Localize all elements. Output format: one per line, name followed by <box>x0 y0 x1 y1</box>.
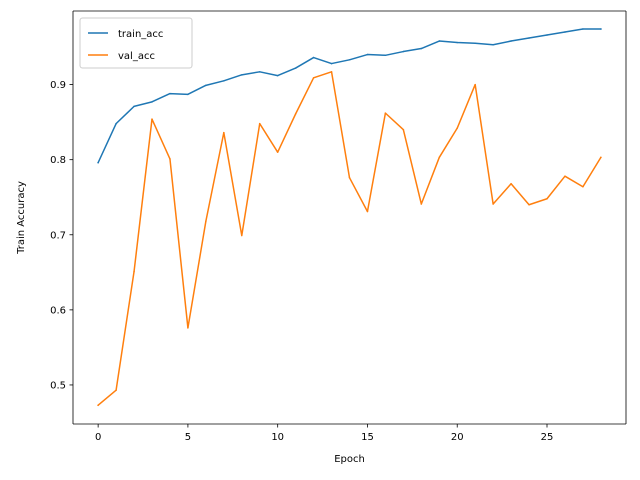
legend: train_acc val_acc <box>79 17 193 69</box>
data-point-val_acc <box>312 77 315 79</box>
data-point-train_acc <box>169 92 171 95</box>
data-point-val_acc <box>474 83 476 86</box>
x-axis-label: Epoch <box>334 454 365 465</box>
data-point-train_acc <box>456 41 458 44</box>
data-point-train_acc <box>151 101 153 103</box>
data-point-train_acc <box>474 42 476 45</box>
data-point-train_acc <box>312 56 315 59</box>
data-point-train_acc <box>276 74 279 77</box>
data-point-train_acc <box>600 28 602 30</box>
x-tick-label: 25 <box>541 432 554 443</box>
data-point-val_acc <box>366 210 369 213</box>
data-point-val_acc <box>294 113 297 115</box>
data-point-train_acc <box>510 40 512 42</box>
data-point-val_acc <box>276 151 279 153</box>
data-point-train_acc <box>294 67 297 69</box>
data-point-val_acc <box>438 156 441 159</box>
data-point-train_acc <box>133 105 135 108</box>
data-point-val_acc <box>205 220 207 223</box>
data-point-val_acc <box>510 182 512 185</box>
x-tick-label: 0 <box>95 432 101 443</box>
legend-label-train_acc: train_acc <box>118 29 163 40</box>
y-axis-label: Train Accuracy <box>16 181 27 255</box>
x-tick-label: 20 <box>451 432 464 443</box>
data-point-train_acc <box>402 50 405 53</box>
y-tick-label: 0.8 <box>50 155 66 166</box>
data-point-val_acc <box>223 131 225 134</box>
data-point-val_acc <box>151 118 153 120</box>
series-layer <box>97 28 602 407</box>
y-tick-label: 0.5 <box>50 380 66 391</box>
data-point-val_acc <box>564 175 566 177</box>
data-point-train_acc <box>223 80 225 82</box>
data-point-val_acc <box>133 270 135 273</box>
data-point-val_acc <box>115 389 117 391</box>
data-point-val_acc <box>384 112 387 114</box>
data-point-train_acc <box>205 84 207 87</box>
y-tick-label: 0.9 <box>50 80 66 91</box>
data-point-val_acc <box>258 122 261 125</box>
data-point-train_acc <box>330 62 333 65</box>
data-point-train_acc <box>187 93 189 96</box>
data-point-train_acc <box>546 34 548 36</box>
data-point-train_acc <box>366 53 369 56</box>
data-point-train_acc <box>384 54 387 57</box>
data-point-train_acc <box>348 59 351 61</box>
data-point-val_acc <box>348 176 351 179</box>
data-point-train_acc <box>564 31 566 33</box>
data-point-train_acc <box>528 37 530 39</box>
data-point-val_acc <box>169 158 171 160</box>
y-axis: 0.5 0.6 0.7 0.8 0.9 <box>50 80 73 391</box>
x-tick-label: 15 <box>361 432 374 443</box>
data-point-val_acc <box>492 203 494 205</box>
data-point-train_acc <box>97 161 99 164</box>
data-point-val_acc <box>402 128 405 131</box>
x-tick-label: 5 <box>185 432 191 443</box>
plot-background <box>73 11 626 424</box>
y-tick-label: 0.7 <box>50 230 66 241</box>
legend-label-val_acc: val_acc <box>118 51 155 62</box>
data-point-val_acc <box>456 127 458 129</box>
data-point-val_acc <box>528 203 530 206</box>
data-point-val_acc <box>97 404 99 406</box>
data-point-train_acc <box>582 28 584 30</box>
data-point-train_acc <box>241 74 243 76</box>
x-tick-label: 10 <box>271 432 284 443</box>
x-axis: 0 5 10 15 20 25 <box>95 424 553 443</box>
data-point-train_acc <box>492 44 494 46</box>
axes-frame <box>72 10 627 425</box>
data-point-val_acc <box>546 197 548 200</box>
data-point-val_acc <box>187 327 189 329</box>
data-point-val_acc <box>330 71 333 73</box>
data-point-train_acc <box>420 47 423 50</box>
y-tick-label: 0.6 <box>50 305 66 316</box>
data-point-val_acc <box>420 203 423 205</box>
data-point-train_acc <box>258 71 261 73</box>
plot-area <box>73 11 626 424</box>
data-point-val_acc <box>241 234 243 237</box>
data-point-train_acc <box>438 40 441 42</box>
data-point-val_acc <box>582 185 584 188</box>
data-point-val_acc <box>600 156 602 159</box>
data-point-train_acc <box>115 122 117 125</box>
